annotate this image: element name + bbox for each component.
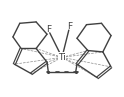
Text: F: F [46, 25, 51, 34]
Text: Ti: Ti [58, 53, 66, 62]
Text: F: F [67, 22, 72, 31]
